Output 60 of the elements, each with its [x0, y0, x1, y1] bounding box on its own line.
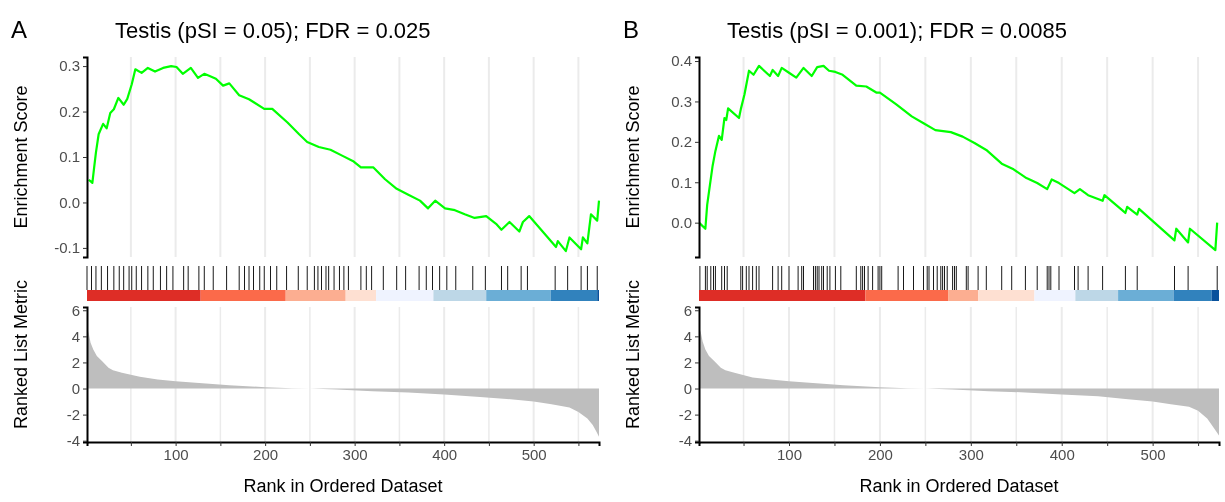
bar — [200, 290, 286, 301]
y-tick-label: -2 — [678, 405, 692, 423]
bar — [1173, 290, 1212, 301]
y-axis-title: Ranked List Metric — [11, 279, 31, 430]
bar — [1211, 290, 1219, 301]
x-tick-label: 200 — [253, 445, 279, 463]
y-tick-label: 0.2 — [59, 102, 80, 120]
y-tick-label: 4 — [71, 327, 80, 345]
y-tick-label: 0.0 — [671, 213, 692, 231]
x-axis-title: Rank in Ordered Dataset — [859, 476, 1059, 496]
y-tick-label: 6 — [71, 301, 80, 319]
y-tick-label: 0.2 — [671, 133, 692, 151]
y-tick-label: 0 — [71, 379, 80, 397]
x-tick-label: 300 — [342, 445, 368, 463]
y-tick-label: 6 — [683, 301, 692, 319]
x-tick-label: 100 — [163, 445, 189, 463]
y-tick-label: 0.3 — [59, 57, 80, 75]
y-tick-label: 0.1 — [59, 148, 80, 166]
bar — [87, 290, 201, 301]
x-tick-label: 300 — [958, 445, 984, 463]
y-tick-label: -2 — [66, 405, 80, 423]
bar — [486, 290, 551, 301]
bar — [345, 290, 377, 301]
y-tick-label: 0.1 — [671, 173, 692, 191]
y-tick-label: -4 — [66, 432, 80, 449]
line-series — [87, 64, 601, 253]
x-tick-label: 500 — [521, 445, 547, 463]
y-tick-label: -0.1 — [54, 239, 80, 257]
x-tick-label: 100 — [776, 445, 803, 463]
chart-title: Testis (pSI = 0.05); FDR = 0.025 — [115, 18, 431, 43]
y-tick-label: 0.0 — [59, 193, 80, 211]
chart-title: Testis (pSI = 0.001); FDR = 0.0085 — [727, 18, 1067, 43]
bar — [1118, 290, 1174, 301]
y-tick-label: 4 — [683, 327, 692, 345]
y-tick-label: 2 — [683, 353, 692, 371]
y-axis-title: Enrichment Score — [11, 85, 31, 229]
x-tick-label: 400 — [1049, 445, 1075, 463]
x-axis-title: Rank in Ordered Dataset — [243, 476, 443, 496]
bar — [285, 290, 346, 301]
y-tick-label: 2 — [71, 353, 80, 371]
bar — [1034, 290, 1076, 301]
text: A — [11, 16, 28, 43]
x-tick-label: 200 — [867, 445, 893, 463]
y-axis-title: Ranked List Metric — [623, 279, 643, 430]
bar — [948, 290, 979, 301]
bar — [1075, 290, 1119, 301]
bar — [865, 290, 949, 301]
bar — [699, 290, 866, 301]
y-tick-label: 0.4 — [671, 52, 692, 70]
bar — [376, 290, 434, 301]
y-tick-label: -4 — [678, 432, 692, 449]
text: B — [623, 16, 640, 43]
y-tick-label: 0.3 — [671, 92, 692, 110]
y-axis-title: Enrichment Score — [623, 85, 643, 229]
bar — [978, 290, 1035, 301]
bar — [433, 290, 487, 301]
x-tick-label: 400 — [432, 445, 458, 463]
x-tick-label: 500 — [1140, 445, 1166, 463]
y-tick-label: 0 — [683, 379, 692, 397]
bar — [550, 290, 598, 301]
